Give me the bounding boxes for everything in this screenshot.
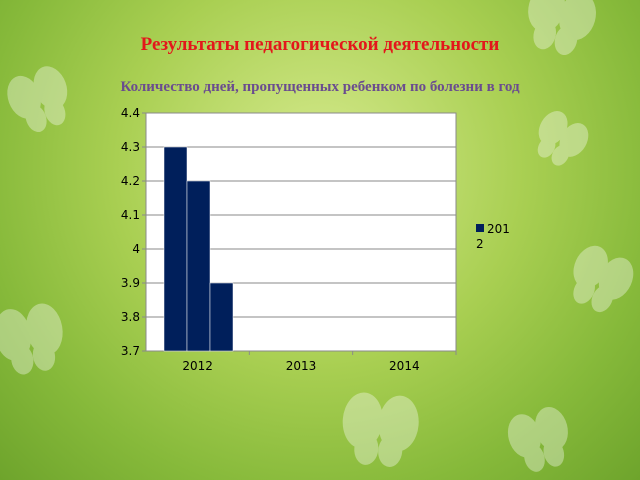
x-tick-label: 2013 — [286, 359, 317, 373]
y-tick-label: 4.2 — [121, 174, 140, 188]
y-tick-label: 3.7 — [121, 344, 140, 358]
legend-label: 2012 — [476, 222, 510, 251]
y-tick-label: 4.4 — [121, 106, 140, 120]
chart-legend: 2012 — [476, 222, 512, 252]
y-tick-label: 3.9 — [121, 276, 140, 290]
y-tick-label: 4.3 — [121, 140, 140, 154]
bar — [186, 180, 211, 352]
y-tick-label: 4 — [132, 242, 140, 256]
chart-subtitle: Количество дней, пропущенных ребенком по… — [120, 79, 520, 95]
legend-swatch — [476, 224, 484, 232]
y-tick-label: 3.8 — [121, 310, 140, 324]
bar — [209, 282, 234, 352]
x-tick-label: 2014 — [389, 359, 420, 373]
x-tick-label: 2012 — [182, 359, 213, 373]
y-tick-label: 4.1 — [121, 208, 140, 222]
bar-chart: 3.7 3.8 3.9 4 4.1 4.2 4.3 4.4 2012 2013 2014 — [121, 106, 457, 373]
slide-title: Результаты педагогической деятельности — [140, 34, 500, 55]
bar — [163, 146, 188, 352]
